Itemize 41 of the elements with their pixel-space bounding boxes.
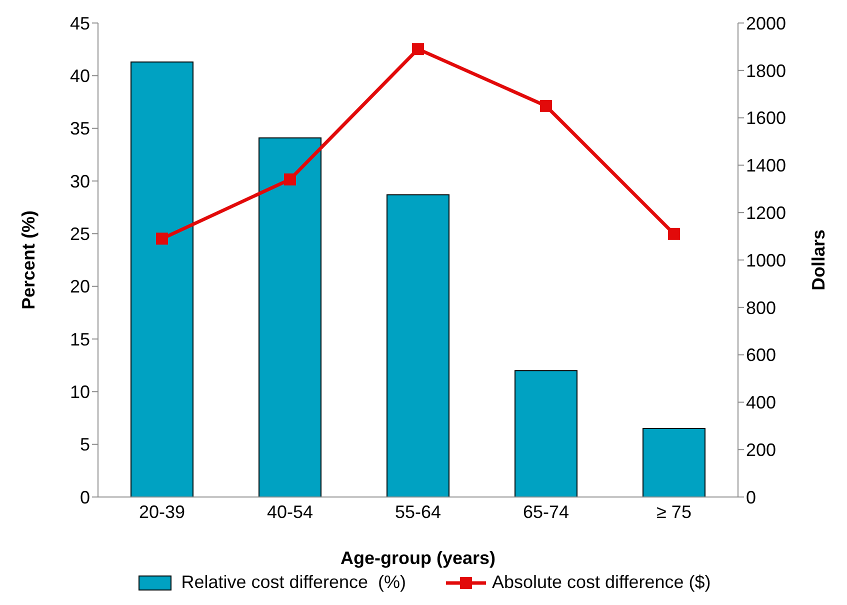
y2-tick-label: 200 — [746, 440, 776, 460]
y2-tick-label: 1000 — [746, 250, 786, 270]
bar — [642, 428, 706, 497]
point — [156, 232, 168, 245]
y2-tick-label: 0 — [746, 487, 756, 508]
y2-tick-label: 2000 — [746, 13, 786, 34]
x-tick-label: 55-64 — [394, 502, 442, 522]
point — [284, 173, 296, 186]
x-tick-label: 20-39 — [138, 502, 186, 522]
x-tick-label: 65-74 — [522, 502, 570, 522]
y2-tick-label: 400 — [746, 392, 776, 413]
y-axis-title: Percent (%) — [18, 210, 38, 310]
bar — [130, 61, 194, 497]
point — [668, 228, 680, 240]
point — [412, 43, 424, 56]
x-tick-label: ≥ 75 — [656, 502, 692, 522]
y-tick-label: 45 — [70, 13, 90, 34]
y2-tick-label: 1200 — [746, 202, 786, 223]
y2-axis-title: Dollars — [808, 229, 828, 291]
y2-tick-label: 600 — [746, 345, 776, 366]
y-tick-label: 15 — [70, 329, 90, 350]
y-tick-label: 30 — [70, 171, 90, 192]
y-tick-label: 35 — [70, 118, 90, 139]
y2-tick-label: 1600 — [746, 108, 786, 128]
y2-tick-label: 1800 — [746, 60, 786, 81]
y-tick-label: 5 — [80, 434, 90, 455]
bar — [258, 137, 322, 497]
bar — [386, 194, 450, 497]
y2-tick-label: 1400 — [746, 156, 786, 176]
y-tick-label: 40 — [70, 66, 90, 86]
y-tick-label: 25 — [70, 224, 90, 244]
x-axis-title: Age-group (years) — [340, 548, 496, 568]
bar — [514, 370, 578, 497]
point — [540, 100, 552, 112]
legend-label: Absolute cost difference ($) — [492, 572, 711, 593]
legend-label: Relative cost difference (%) — [181, 572, 406, 593]
y-tick-label: 0 — [80, 487, 90, 508]
y-tick-label: 10 — [70, 382, 90, 402]
y2-tick-label: 800 — [746, 298, 776, 318]
y-tick-label: 20 — [70, 276, 90, 297]
x-tick-label: 40-54 — [266, 502, 314, 522]
